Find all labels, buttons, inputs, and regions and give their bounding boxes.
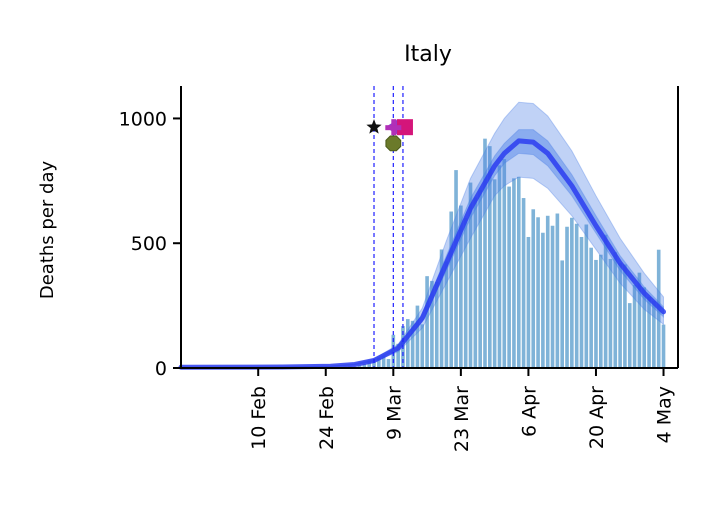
bar	[521, 198, 526, 368]
bar	[618, 263, 622, 368]
bar	[497, 165, 502, 368]
bar	[439, 249, 444, 368]
bar	[565, 226, 569, 368]
bar	[372, 361, 376, 368]
bar	[468, 182, 473, 368]
bar	[536, 217, 540, 368]
bar	[642, 287, 647, 368]
bar	[647, 296, 651, 368]
bar	[425, 276, 429, 368]
intervention-lines	[373, 86, 404, 368]
bar	[463, 218, 468, 368]
bar	[405, 319, 410, 368]
x-tick-label: 4 May	[654, 386, 676, 443]
model-fit	[178, 101, 667, 370]
bar	[502, 159, 507, 368]
bar	[555, 213, 560, 368]
x-ticks: 10 Feb 24 Feb 9 Mar 23 Mar 6 Apr 20 Apr 4 May	[248, 368, 676, 452]
bar	[661, 324, 666, 368]
bar	[381, 355, 386, 368]
y-tick-label: 500	[131, 233, 167, 255]
bar	[589, 247, 593, 368]
bar	[603, 234, 608, 368]
bar	[459, 205, 463, 368]
bar	[362, 364, 367, 368]
bar	[594, 259, 598, 368]
bar	[410, 320, 415, 368]
intervention-markers	[366, 119, 413, 152]
x-tick-label: 9 Mar	[383, 386, 405, 440]
bar	[545, 215, 550, 368]
bar	[608, 258, 613, 368]
bar	[367, 361, 371, 368]
bar	[613, 252, 618, 368]
x-tick-label: 24 Feb	[316, 386, 338, 450]
bar	[357, 365, 362, 368]
bar	[570, 217, 574, 368]
x-tick-label: 23 Mar	[451, 386, 473, 452]
bar	[531, 209, 536, 368]
bar	[560, 260, 564, 368]
bar	[550, 225, 555, 368]
bar	[541, 232, 545, 368]
x-tick-label: 10 Feb	[248, 386, 270, 450]
marker-octagon	[385, 135, 402, 152]
bar	[396, 343, 400, 368]
bar	[483, 138, 487, 368]
y-tick-label: 1000	[119, 108, 167, 130]
bar	[377, 357, 381, 368]
y-tick-label: 0	[155, 358, 167, 380]
bar	[415, 305, 420, 368]
median-line	[178, 138, 667, 370]
bar	[492, 179, 497, 368]
bar	[488, 146, 492, 368]
bar	[449, 211, 454, 368]
bar	[632, 284, 637, 368]
bar	[512, 178, 516, 368]
x-tick-label: 6 Apr	[518, 386, 540, 437]
marker-plus	[385, 125, 402, 131]
bar	[444, 261, 449, 368]
bar	[386, 359, 391, 368]
bar	[507, 186, 511, 368]
bar	[652, 300, 656, 368]
bar	[574, 223, 579, 368]
x-tick-label: 20 Apr	[586, 386, 608, 449]
bar	[627, 303, 632, 368]
marker-star	[366, 119, 382, 134]
bar	[478, 190, 482, 368]
y-ticks: 0 500 1000	[119, 108, 181, 380]
bar	[420, 324, 425, 368]
chart-title: Italy	[404, 42, 452, 67]
bar	[584, 224, 589, 368]
bar	[526, 236, 531, 368]
bar	[454, 170, 458, 368]
bar	[516, 176, 521, 368]
marker-square	[396, 119, 413, 136]
bar	[430, 280, 434, 368]
y-axis-label: Deaths per day	[37, 161, 58, 300]
bar	[637, 272, 642, 368]
bar	[434, 281, 439, 368]
bar	[623, 264, 627, 368]
bar	[473, 197, 478, 368]
bar	[598, 254, 603, 368]
bar	[579, 236, 584, 368]
